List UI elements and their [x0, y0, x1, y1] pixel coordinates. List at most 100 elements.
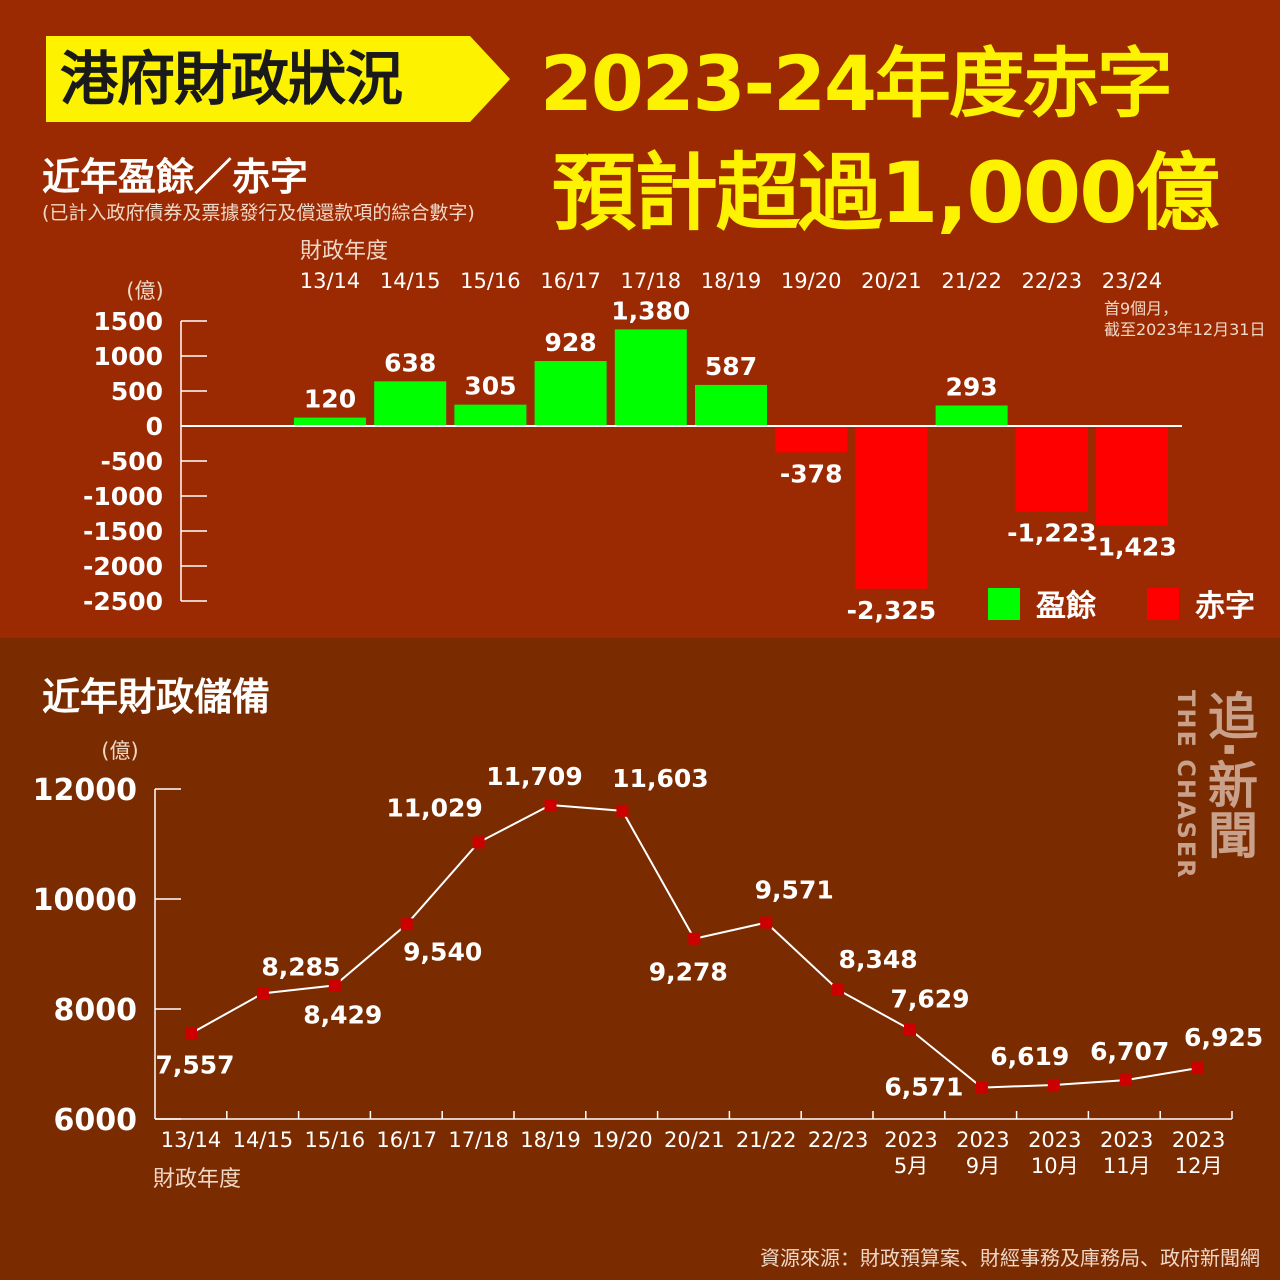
bar	[454, 404, 527, 426]
bar	[374, 381, 447, 426]
bar-y-tick-label: -500	[100, 447, 163, 476]
line-category-label: 15/16	[305, 1128, 366, 1152]
line-category-label: 12月	[1175, 1154, 1223, 1178]
bar-y-tick-label: -2500	[83, 587, 163, 616]
reserves-data-label: 7,557	[155, 1050, 234, 1079]
line-y-tick-label: 12000	[33, 773, 137, 808]
legend-label-surplus: 盈餘	[1036, 589, 1097, 624]
reserves-point	[904, 1023, 916, 1036]
bar-data-label: 293	[946, 372, 998, 401]
bar	[855, 426, 928, 589]
bar-data-label: 928	[545, 328, 597, 357]
line-category-label: 11月	[1103, 1154, 1151, 1178]
reserves-data-label: 11,603	[612, 764, 708, 793]
bar-y-tick-label: -2000	[83, 552, 163, 581]
reserves-data-label: 9,278	[649, 958, 728, 987]
bar-category-label: 20/21	[861, 269, 922, 293]
bar-y-tick-label: -1500	[83, 517, 163, 546]
bar-note-line-2: 截至2023年12月31日	[1104, 320, 1265, 339]
bar-data-label: -1,423	[1087, 533, 1176, 562]
reserves-point	[400, 918, 413, 931]
line-category-label: 22/23	[808, 1128, 869, 1152]
reserves-point	[256, 987, 269, 1000]
line-category-label: 10月	[1031, 1154, 1079, 1178]
bar-y-tick-label: 500	[111, 377, 163, 406]
logo-zh: 追·新聞	[1200, 690, 1258, 859]
reserves-point	[616, 804, 629, 817]
bar	[534, 361, 607, 426]
legend-swatch-surplus	[988, 588, 1020, 620]
bar-category-label: 23/24	[1102, 269, 1163, 293]
line-category-label: 2023	[1100, 1128, 1153, 1152]
bar	[695, 384, 767, 426]
bar	[614, 329, 687, 426]
bar-data-label: -378	[780, 459, 843, 488]
line-category-label: 5月	[894, 1154, 928, 1178]
line-category-label: 2023	[884, 1128, 937, 1152]
reserves-data-label: 8,429	[303, 1000, 382, 1029]
line-y-tick-label: 8000	[54, 993, 138, 1028]
line-category-label: 2023	[1028, 1128, 1081, 1152]
bar	[1096, 426, 1168, 526]
bar-y-tick-label: 1500	[93, 307, 163, 336]
logo-en: THE CHASER	[1172, 690, 1200, 880]
reserves-point	[328, 979, 341, 992]
bar-category-label: 18/19	[701, 269, 762, 293]
reserves-data-label: 7,629	[890, 984, 969, 1013]
reserves-point	[472, 836, 485, 849]
reserves-data-label: 6,707	[1090, 1037, 1169, 1066]
reserves-point	[544, 799, 557, 812]
reserves-point	[1119, 1074, 1132, 1087]
bar-y-axis-label: (億)	[126, 279, 163, 303]
reserves-data-label: 6,571	[884, 1073, 963, 1102]
reserves-point	[185, 1027, 197, 1040]
bar-x-axis-label: 財政年度	[300, 239, 388, 264]
reserves-point	[688, 932, 701, 945]
bar-category-label: 17/18	[621, 269, 682, 293]
line-x-axis-label: 財政年度	[153, 1167, 241, 1192]
bar-category-label: 14/15	[380, 269, 441, 293]
topic-tag: 港府財政狀況	[46, 36, 470, 122]
reserves-data-label: 6,619	[990, 1042, 1069, 1071]
reserves-point	[832, 983, 845, 996]
line-y-tick-label: 10000	[33, 883, 137, 918]
reserves-data-label: 8,348	[839, 945, 918, 974]
surplus-section-subtitle: (已計入政府債券及票據發行及償還款項的綜合數字)	[42, 202, 475, 224]
line-category-label: 14/15	[233, 1128, 294, 1152]
surplus-section-title: 近年盈餘／赤字	[42, 155, 309, 199]
reserves-data-label: 6,925	[1184, 1023, 1263, 1052]
bar-data-label: -2,325	[847, 596, 936, 625]
legend-swatch-deficit	[1147, 588, 1179, 620]
bar-category-label: 19/20	[781, 269, 842, 293]
reserves-point	[1191, 1062, 1204, 1075]
line-category-label: 13/14	[161, 1128, 222, 1152]
line-category-label: 18/19	[520, 1128, 581, 1152]
bar	[935, 405, 1008, 426]
bar-category-label: 21/22	[941, 269, 1002, 293]
reserves-point	[760, 916, 773, 929]
line-category-label: 2023	[956, 1128, 1009, 1152]
reserves-data-label: 9,571	[755, 876, 834, 905]
reserves-data-label: 8,285	[261, 952, 340, 981]
line-category-label: 9月	[966, 1154, 1000, 1178]
reserves-section-title: 近年財政儲備	[42, 675, 271, 719]
tag-arrow-icon	[470, 36, 510, 122]
bar-data-label: 587	[705, 352, 757, 381]
line-y-axis-label: (億)	[101, 739, 138, 763]
bar-data-label: 638	[384, 348, 436, 377]
reserves-panel	[0, 638, 1280, 1280]
bar	[775, 426, 848, 453]
bar-y-tick-label: 1000	[93, 342, 163, 371]
reserves-point	[975, 1081, 988, 1094]
reserves-data-label: 11,029	[386, 793, 482, 822]
reserves-data-label: 9,540	[403, 937, 482, 966]
bar-category-label: 16/17	[540, 269, 601, 293]
headline-line-2: 預計超過1,000億	[552, 144, 1220, 242]
bar-category-label: 22/23	[1022, 269, 1083, 293]
line-category-label: 20/21	[664, 1128, 725, 1152]
line-category-label: 21/22	[736, 1128, 797, 1152]
bar-data-label: -1,223	[1007, 519, 1096, 548]
reserves-point	[1047, 1078, 1060, 1091]
legend-label-deficit: 赤字	[1195, 589, 1255, 624]
